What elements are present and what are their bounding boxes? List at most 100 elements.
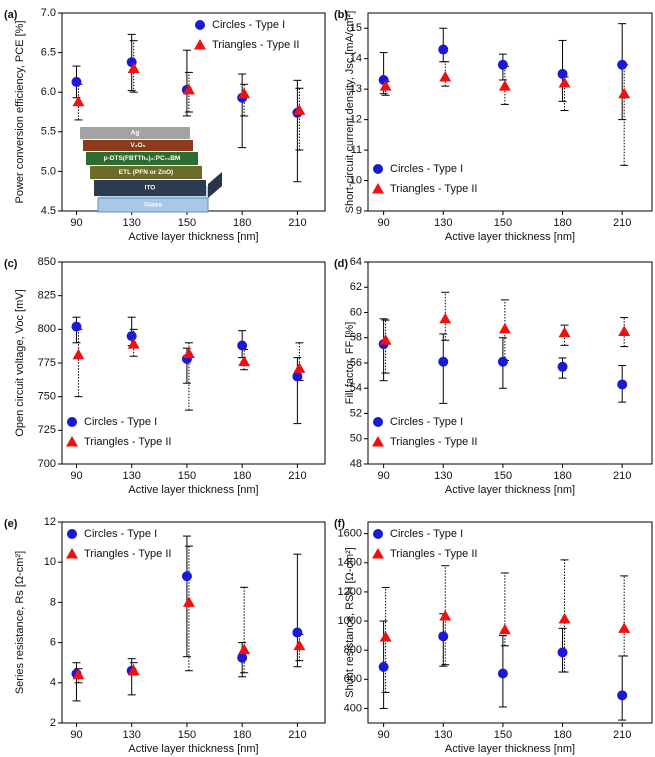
circle-marker [71, 321, 82, 332]
triangle-marker [293, 362, 306, 373]
x-tick-label: 180 [553, 217, 571, 229]
triangle-marker [127, 664, 140, 676]
legend-label: Triangles - Type II [390, 436, 477, 448]
y-tick-label: 64 [350, 256, 362, 268]
circle-marker [126, 331, 137, 342]
circle-marker [497, 59, 508, 70]
circle-marker [181, 571, 192, 582]
plot-frame [367, 12, 653, 212]
x-tick-label: 90 [377, 217, 389, 229]
triangle-marker [439, 609, 452, 621]
x-tick-label: 210 [613, 470, 631, 482]
layer-label: Ag [131, 130, 140, 137]
x-tick-label: 150 [178, 729, 196, 741]
y-tick-label: 700 [38, 458, 56, 470]
x-tick-label: 150 [494, 217, 512, 229]
layer-ito [94, 180, 206, 196]
y-axis-label: Open circuit voltage, Voc [mV] [14, 289, 26, 436]
device-stack-inset: Ag V₂O₅ p-DTS(FBTTh₂)₂:PC₇₀BM ETL (PFN o… [80, 127, 222, 213]
circle-marker [292, 371, 303, 382]
circle-marker [67, 417, 77, 427]
y-tick-label: 10 [44, 556, 56, 568]
x-tick-label: 210 [613, 729, 631, 741]
plot-frame [61, 521, 326, 724]
triangle-marker [293, 104, 306, 115]
triangle-marker [372, 436, 384, 447]
y-axis-label: Shunt resistance, RSH [Ω-cm²] [344, 547, 356, 698]
panel-label: (f) [334, 518, 345, 530]
plot-frame [61, 261, 326, 465]
panel: (b) 9 10 11 12 13 14 15 90 130 150 180 210 Active lay… [334, 9, 653, 243]
triangle-marker [72, 95, 85, 107]
triangle-marker [558, 612, 571, 624]
panel-label: (a) [4, 9, 18, 21]
x-tick-label: 130 [434, 217, 452, 229]
x-tick-label: 180 [233, 729, 251, 741]
y-axis-label: Fill factor, FF [%] [344, 322, 356, 405]
x-axis-label: Active layer thickness [nm] [128, 484, 258, 496]
y-tick-label: 12 [44, 516, 56, 528]
circle-marker [378, 661, 389, 672]
y-tick-label: 11 [351, 144, 362, 156]
x-tick-label: 210 [288, 470, 306, 482]
y-tick-label: 775 [38, 357, 56, 369]
layer-label: Glass [144, 202, 162, 209]
legend-label: Triangles - Type II [390, 548, 477, 560]
y-axis-label: Series resistance, Rs [Ω-cm²] [14, 551, 26, 694]
y-tick-label: 62 [350, 281, 362, 293]
circle-marker [71, 76, 82, 87]
y-tick-label: 400 [344, 702, 362, 714]
y-tick-label: 14 [350, 53, 362, 65]
y-tick-label: 1000 [338, 615, 362, 627]
legend-label: Circles - Type I [390, 416, 463, 428]
circle-marker [195, 20, 205, 30]
y-tick-label: 48 [350, 458, 362, 470]
x-tick-label: 90 [377, 729, 389, 741]
plot-frame [367, 521, 653, 724]
circle-marker [557, 647, 568, 658]
triangle-marker [498, 80, 511, 91]
y-tick-label: 800 [344, 644, 362, 656]
triangle-marker [238, 355, 251, 367]
y-axis-label: Short-circuit current density, Jsc [mA/c… [344, 11, 356, 214]
panel-label: (e) [4, 518, 18, 530]
y-tick-label: 13 [350, 83, 362, 95]
x-tick-label: 180 [553, 470, 571, 482]
x-tick-label: 150 [494, 729, 512, 741]
circle-marker [67, 529, 77, 539]
x-axis-label: Active layer thickness [nm] [128, 743, 258, 755]
panel: (a) 4.5 5.0 5.5 6.0 6.5 7.0 90 130 150 180 210 Activ… [4, 7, 326, 243]
triangle-marker [72, 668, 85, 680]
x-tick-label: 90 [70, 470, 82, 482]
panel: (f) 400 600 800 1000 1200 1400 1600 90 130 150 180 2… [334, 518, 653, 755]
circle-marker [292, 627, 303, 638]
plot-frame [367, 261, 653, 465]
circle-marker [237, 340, 248, 351]
legend-label: Circles - Type I [390, 163, 463, 175]
y-tick-label: 4.5 [41, 205, 56, 217]
legend-label: Circles - Type I [212, 19, 285, 31]
triangle-marker [182, 596, 195, 607]
legend-label: Triangles - Type II [84, 436, 171, 448]
x-tick-label: 150 [178, 470, 196, 482]
circle-marker [617, 59, 628, 70]
y-tick-label: 1600 [338, 528, 362, 540]
x-tick-label: 90 [377, 470, 389, 482]
triangle-marker [182, 83, 195, 95]
layer-etl [90, 166, 202, 179]
triangle-marker [238, 87, 251, 99]
y-tick-label: 12 [350, 114, 362, 126]
x-tick-label: 130 [123, 217, 141, 229]
y-tick-label: 7.0 [41, 7, 56, 19]
layer-ag [80, 127, 190, 139]
triangle-marker [498, 623, 511, 635]
y-tick-label: 600 [344, 673, 362, 685]
y-tick-label: 850 [38, 256, 56, 268]
y-tick-label: 750 [38, 391, 56, 403]
triangle-marker [558, 77, 571, 88]
layer-label: p-DTS(FBTTh₂)₂:PC₇₀BM [104, 155, 181, 162]
circle-marker [438, 631, 449, 642]
y-tick-label: 6.0 [41, 86, 56, 98]
x-tick-label: 130 [123, 729, 141, 741]
